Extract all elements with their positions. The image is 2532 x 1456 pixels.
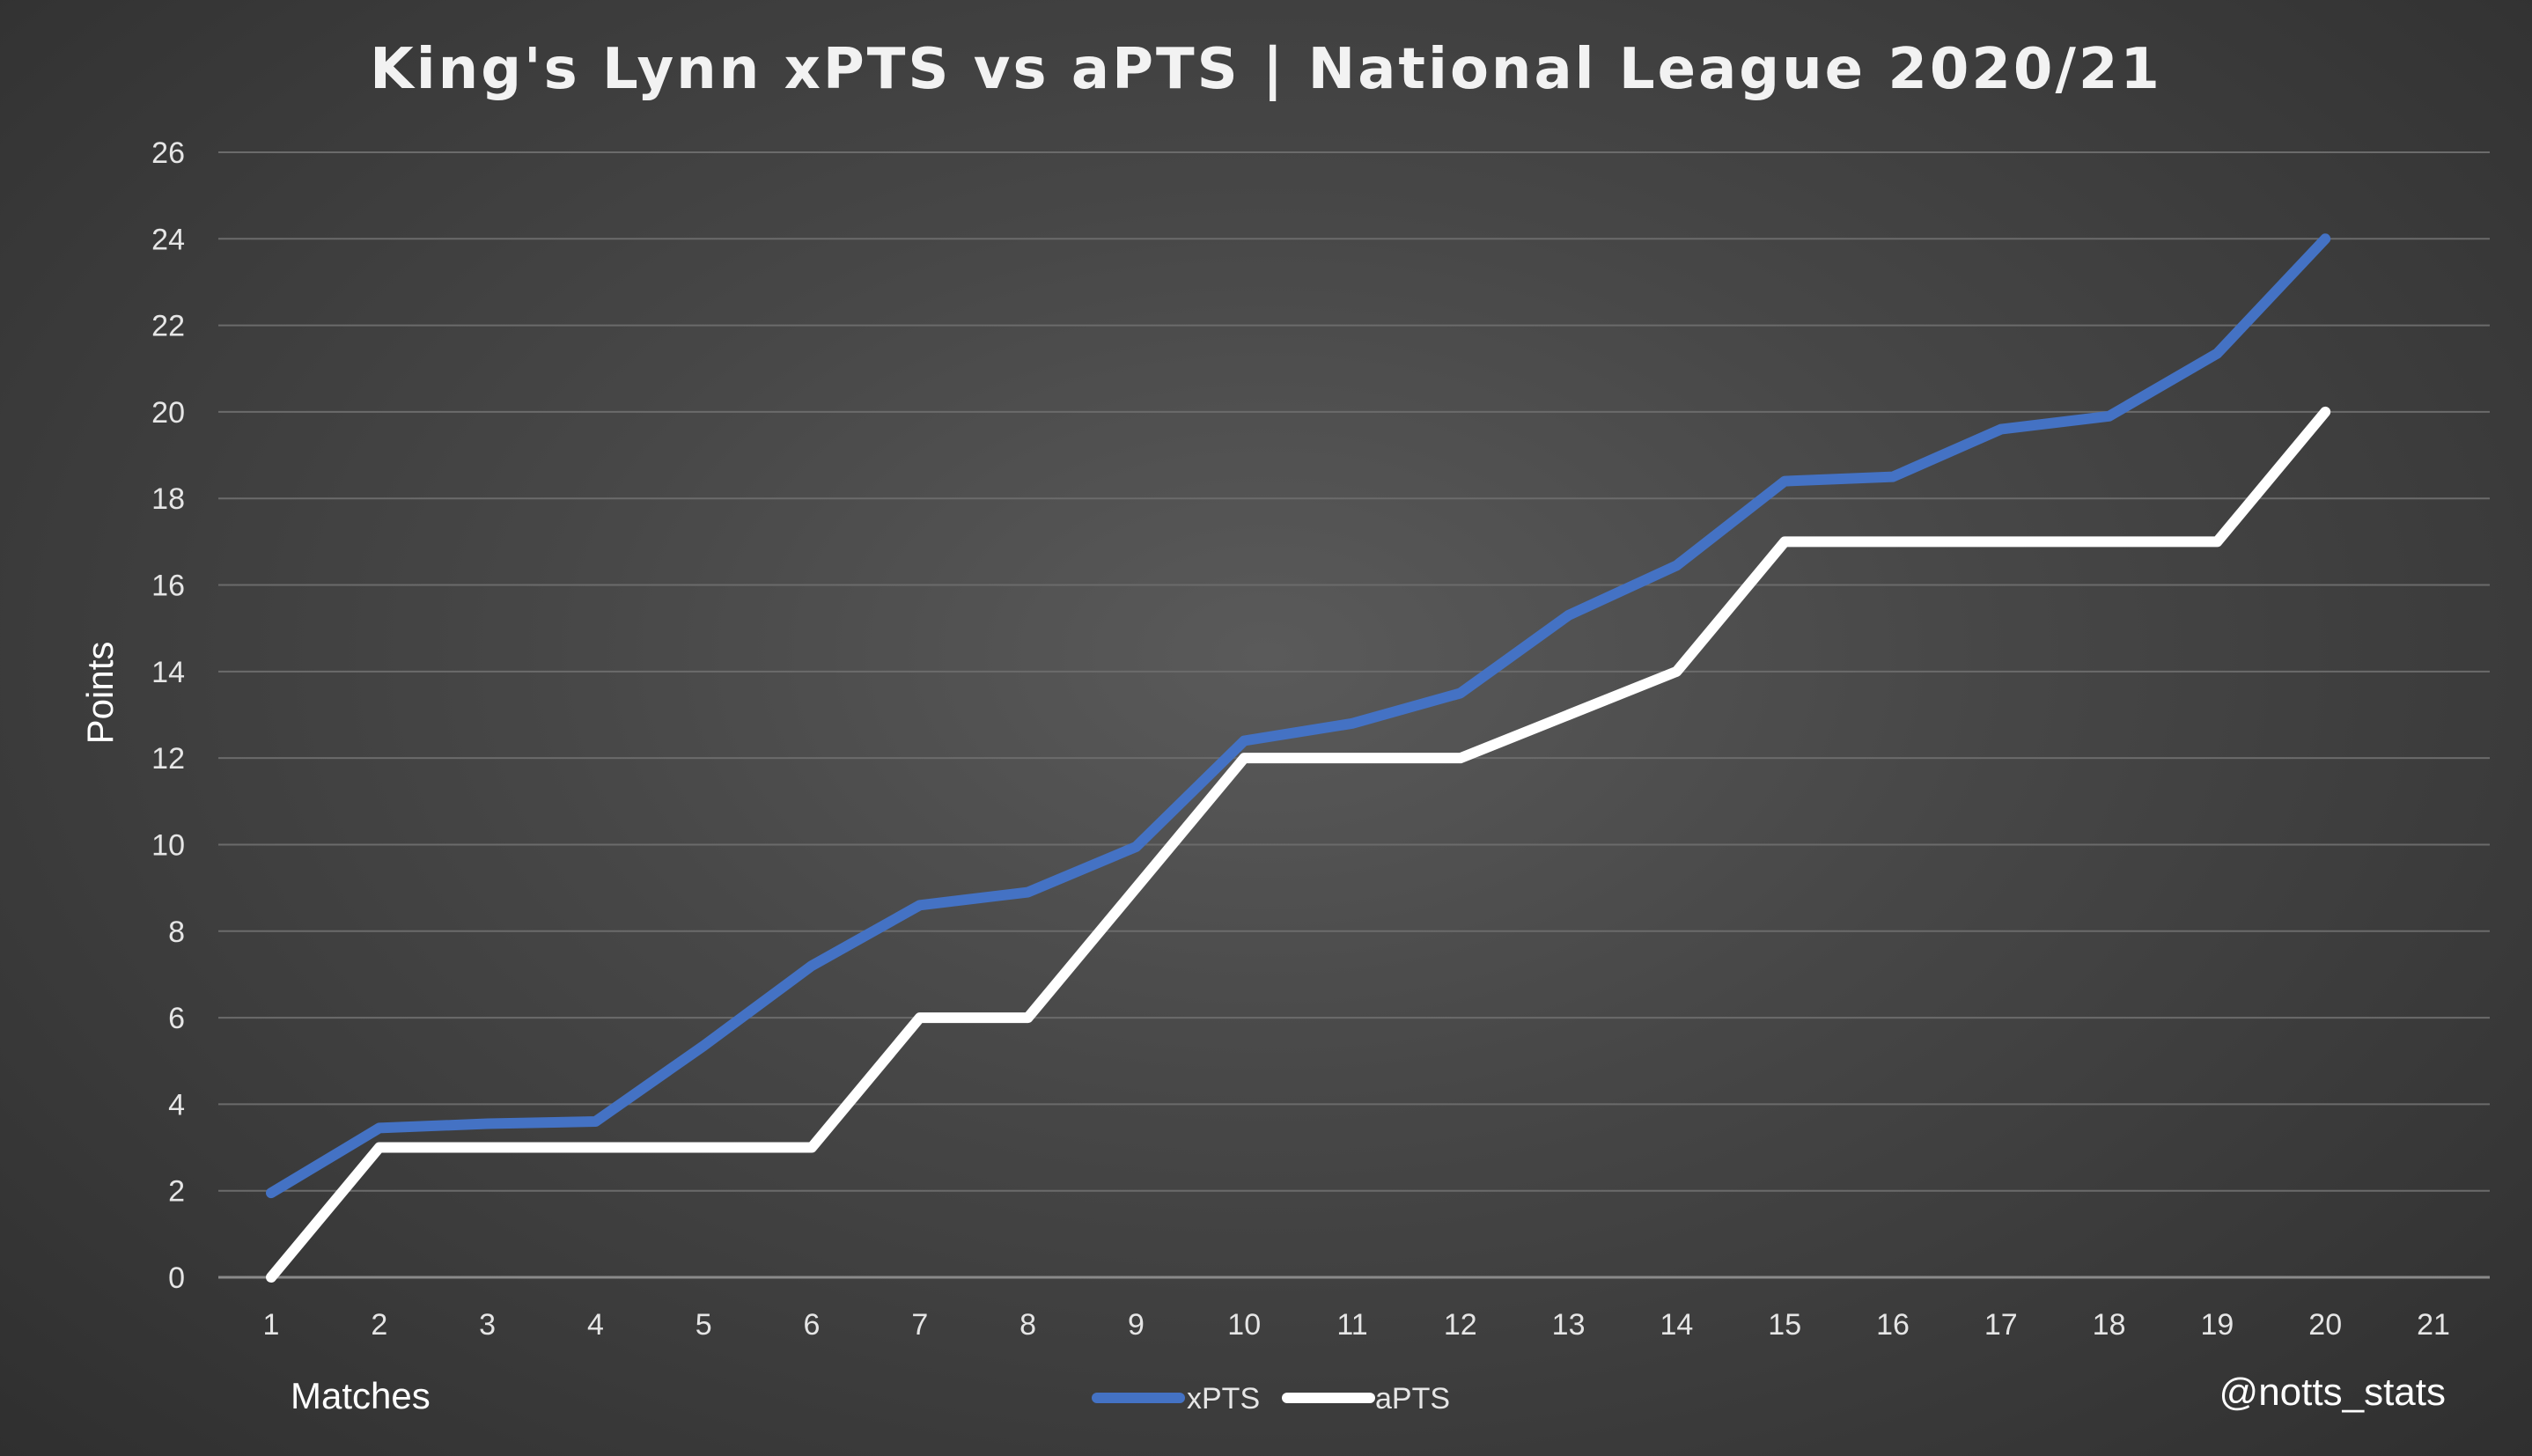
legend: xPTS aPTS xyxy=(1092,1382,1450,1416)
x-axis-label: Matches xyxy=(291,1375,431,1416)
x-tick-label: 19 xyxy=(2200,1308,2234,1342)
legend-label-xpts: xPTS xyxy=(1187,1382,1260,1416)
y-tick-label: 0 xyxy=(168,1261,185,1295)
y-tick-label: 14 xyxy=(151,656,185,689)
series-line-xpts xyxy=(266,233,2331,1199)
series-line-apts xyxy=(266,406,2331,1283)
x-tick-label: 1 xyxy=(263,1308,280,1342)
y-tick-label: 26 xyxy=(151,136,185,170)
y-tick-label: 12 xyxy=(151,742,185,776)
x-tick-label: 12 xyxy=(1444,1308,1477,1342)
y-tick-label: 18 xyxy=(151,482,185,516)
x-tick-label: 8 xyxy=(1019,1308,1036,1342)
x-tick-label: 16 xyxy=(1876,1308,1910,1342)
x-tick-label: 4 xyxy=(587,1308,604,1342)
y-tick-label: 4 xyxy=(168,1088,185,1121)
x-tick-label: 5 xyxy=(696,1308,712,1342)
grid-lines xyxy=(218,151,2490,1279)
x-tick-label: 14 xyxy=(1660,1308,1693,1342)
x-tick-label: 6 xyxy=(804,1308,821,1342)
x-tick-label: 18 xyxy=(2093,1308,2126,1342)
y-tick-label: 10 xyxy=(151,828,185,862)
x-tick-label: 21 xyxy=(2417,1308,2450,1342)
x-tick-label: 15 xyxy=(1768,1308,1801,1342)
legend-label-apts: aPTS xyxy=(1375,1382,1450,1416)
y-tick-label: 8 xyxy=(168,916,185,949)
x-tick-label: 13 xyxy=(1552,1308,1586,1342)
y-tick-label: 20 xyxy=(151,396,185,430)
x-tick-label: 17 xyxy=(1984,1308,2018,1342)
x-tick-label: 11 xyxy=(1336,1308,1367,1342)
x-tick-label: 20 xyxy=(2308,1308,2342,1342)
y-tick-label: 6 xyxy=(168,1002,185,1035)
y-tick-label: 2 xyxy=(168,1175,185,1209)
x-axis-ticks: 1 2 3 4 5 6 7 8 9 10 11 12 13 14 15 16 17 18 19 20 21 xyxy=(263,1308,2450,1342)
credit-handle: @notts_stats xyxy=(2219,1371,2446,1414)
x-tick-label: 10 xyxy=(1227,1308,1261,1342)
chart-title: King's Lynn xPTS vs aPTS | National Leag… xyxy=(370,37,2162,102)
x-tick-label: 9 xyxy=(1128,1308,1145,1342)
y-tick-label: 22 xyxy=(151,310,185,343)
y-tick-label: 24 xyxy=(151,223,185,256)
x-tick-label: 7 xyxy=(911,1308,928,1342)
x-tick-label: 3 xyxy=(479,1308,496,1342)
y-tick-label: 16 xyxy=(151,570,185,603)
series-lines xyxy=(266,233,2331,1283)
x-tick-label: 2 xyxy=(371,1308,387,1342)
y-axis-label: Points xyxy=(79,642,121,745)
